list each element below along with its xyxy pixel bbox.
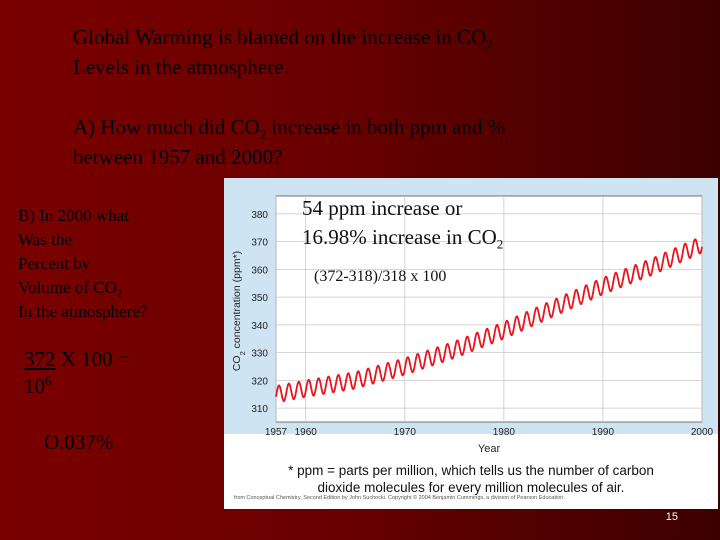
- question-b: B) In 2000 what Was the Percent by Volum…: [18, 204, 218, 324]
- footnote-line-2: dioxide molecules for every million mole…: [317, 480, 625, 495]
- footnote-line-1: * ppm = parts per million, which tells u…: [288, 463, 654, 478]
- chart-panel: 310 320 330 340 350 360 370 380 1957 1960 1970 1980…: [224, 178, 718, 509]
- answer-line-1: 54 ppm increase or: [302, 196, 463, 220]
- answer-line-2: 16.98% increase in CO2: [302, 225, 504, 252]
- title-line-1: Global Warming is blamed on the increase…: [73, 25, 493, 52]
- question-b-line-2: Was the: [18, 230, 72, 249]
- y-tick-label: 360: [251, 265, 268, 276]
- y-tick-label: 310: [251, 404, 268, 415]
- co2-chart: 310 320 330 340 350 360 370 380 1957 1960 1970 1980…: [224, 178, 718, 455]
- chart-footnote: * ppm = parts per million, which tells u…: [224, 462, 718, 496]
- question-a: A) How much did CO2 increase in both ppm…: [73, 112, 633, 172]
- chart-credit: from Conceptual Chemistry, Second Editio…: [234, 495, 565, 501]
- question-b-line-3: Percent by: [18, 254, 91, 273]
- calc-line-2: 106: [24, 373, 52, 398]
- percent-result: O.037%: [44, 430, 114, 454]
- question-b-line-4: Volume of CO2: [18, 278, 123, 300]
- plot-area: [275, 195, 703, 423]
- question-b-line-1: B) In 2000 what: [18, 206, 129, 225]
- question-a-line-1: A) How much did CO2 increase in both ppm…: [73, 115, 506, 142]
- slide-title: Global Warming is blamed on the increase…: [73, 22, 633, 82]
- y-tick-label: 320: [251, 376, 268, 387]
- x-axis-title: Year: [478, 443, 501, 455]
- y-tick-label: 330: [251, 349, 268, 360]
- percent-calculation: 372 X 100 = 106: [24, 346, 130, 400]
- calc-line-1: 372 X 100 =: [24, 347, 130, 371]
- x-tick-label: 1957: [265, 427, 288, 438]
- y-tick-label: 380: [251, 210, 268, 221]
- y-tick-label: 370: [251, 238, 268, 249]
- x-tick-label: 1990: [592, 427, 615, 438]
- x-tick-label: 1970: [394, 427, 417, 438]
- co2-series-line-0: [275, 238, 703, 402]
- y-tick-label: 350: [251, 293, 268, 304]
- y-tick-label: 340: [251, 321, 268, 332]
- question-a-line-2: between 1957 and 2000?: [73, 145, 283, 169]
- question-b-line-5: In the atmosphere?: [18, 302, 148, 321]
- x-tick-label: 2000: [691, 427, 714, 438]
- answer-text: 54 ppm increase or 16.98% increase in CO…: [302, 194, 503, 252]
- answer-work: (372-318)/318 x 100: [314, 268, 447, 285]
- title-line-2: Levels in the atmosphere.: [73, 55, 289, 79]
- calc-number: 372: [24, 347, 56, 371]
- page-number: 15: [665, 511, 678, 523]
- x-tick-label: 1980: [493, 427, 516, 438]
- y-axis-title: CO2 concentration (ppm*): [231, 251, 247, 371]
- x-tick-label: 1960: [295, 427, 318, 438]
